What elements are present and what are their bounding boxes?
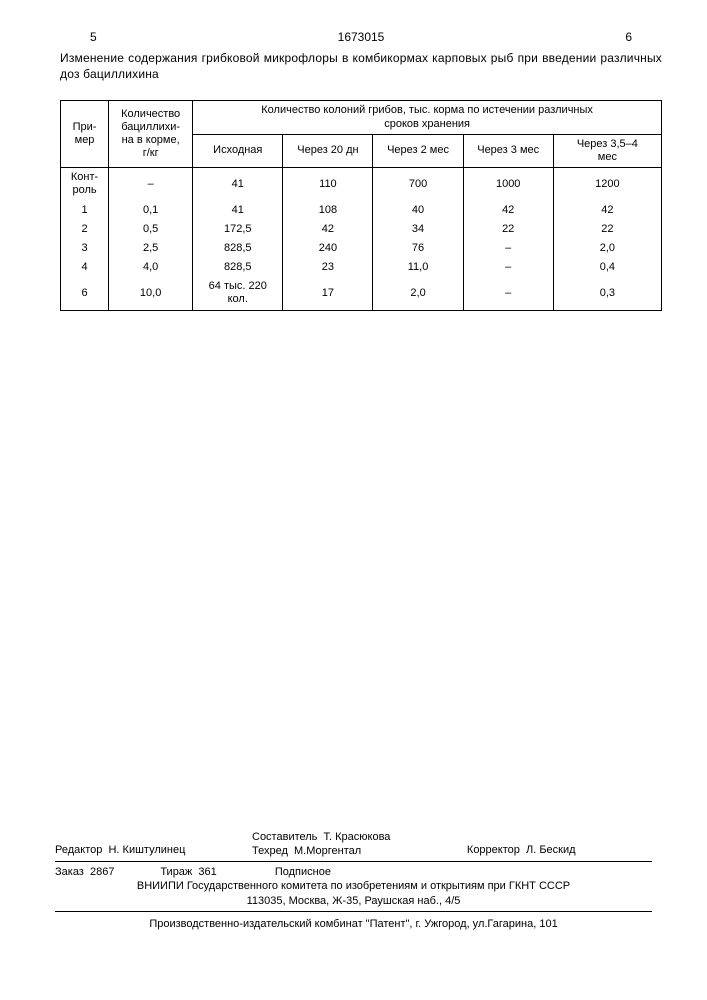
cell-value: 110	[283, 168, 373, 201]
printer-line: Производственно-издательский комбинат "П…	[149, 918, 557, 930]
cell-amount: –	[109, 168, 193, 201]
cell-value: 41	[193, 168, 283, 201]
corrector-name: Л. Бескид	[526, 844, 576, 856]
page-number-left: 5	[90, 30, 97, 44]
page-number-right: 6	[625, 30, 632, 44]
address: 113035, Москва, Ж-35, Раушская наб., 4/5	[247, 895, 461, 907]
cell-value: 2,0	[373, 277, 463, 310]
cell-value: 828,5	[193, 239, 283, 258]
data-table: При-мер Количествобациллихи-на в корме,г…	[60, 100, 662, 310]
subcol-2: Через 2 мес	[373, 134, 463, 167]
cell-value: 1000	[463, 168, 553, 201]
subcol-4: Через 3,5–4мес	[553, 134, 661, 167]
cell-value: 42	[283, 220, 373, 239]
cell-value: 40	[373, 201, 463, 220]
cell-value: 17	[283, 277, 373, 310]
cell-value: –	[463, 277, 553, 310]
cell-amount: 2,5	[109, 239, 193, 258]
cell-amount: 0,5	[109, 220, 193, 239]
cell-value: 64 тыс. 220кол.	[193, 277, 283, 310]
cell-primer: 3	[61, 239, 109, 258]
document-number: 1673015	[338, 30, 385, 44]
subcol-3: Через 3 мес	[463, 134, 553, 167]
col-primer: При-мер	[61, 101, 109, 168]
cell-value: 22	[463, 220, 553, 239]
col-group: Количество колоний грибов, тыс. корма по…	[193, 101, 662, 134]
table-caption: Изменение содержания грибковой микрофлор…	[60, 50, 662, 82]
cell-value: 1200	[553, 168, 661, 201]
cell-value: 172,5	[193, 220, 283, 239]
cell-amount: 4,0	[109, 258, 193, 277]
tirazh-num: 361	[198, 866, 216, 878]
tirazh-label: Тираж	[160, 866, 192, 878]
cell-primer: Конт-роль	[61, 168, 109, 201]
cell-value: 240	[283, 239, 373, 258]
cell-primer: 6	[61, 277, 109, 310]
cell-value: 42	[553, 201, 661, 220]
editor-name: Н. Киштулинец	[108, 844, 185, 856]
subcol-0: Исходная	[193, 134, 283, 167]
editor-label: Редактор	[55, 844, 102, 856]
cell-value: 11,0	[373, 258, 463, 277]
cell-value: 22	[553, 220, 661, 239]
compiler-label: Составитель	[252, 831, 317, 843]
subcol-1: Через 20 дн	[283, 134, 373, 167]
cell-amount: 10,0	[109, 277, 193, 310]
cell-value: 76	[373, 239, 463, 258]
cell-primer: 2	[61, 220, 109, 239]
compiler-name: Т. Красюкова	[324, 831, 391, 843]
cell-value: 41	[193, 201, 283, 220]
cell-value: –	[463, 258, 553, 277]
techred-label: Техред	[252, 845, 288, 857]
cell-value: 828,5	[193, 258, 283, 277]
cell-value: 34	[373, 220, 463, 239]
footer-block: Редактор Н. Киштулинец Составитель Т. Кр…	[55, 830, 652, 930]
order-num: 2867	[90, 866, 114, 878]
cell-amount: 0,1	[109, 201, 193, 220]
cell-value: 108	[283, 201, 373, 220]
techred-name: М.Моргентал	[294, 845, 361, 857]
order-label: Заказ	[55, 866, 84, 878]
cell-value: 2,0	[553, 239, 661, 258]
subscription: Подписное	[275, 866, 331, 878]
org-line: ВНИИПИ Государственного комитета по изоб…	[137, 880, 570, 892]
page-header: 5 1673015 6	[60, 30, 662, 44]
cell-value: –	[463, 239, 553, 258]
cell-primer: 4	[61, 258, 109, 277]
cell-value: 23	[283, 258, 373, 277]
cell-value: 700	[373, 168, 463, 201]
col-amount: Количествобациллихи-на в корме,г/кг	[109, 101, 193, 168]
cell-value: 42	[463, 201, 553, 220]
cell-primer: 1	[61, 201, 109, 220]
cell-value: 0,4	[553, 258, 661, 277]
corrector-label: Корректор	[467, 844, 520, 856]
cell-value: 0,3	[553, 277, 661, 310]
